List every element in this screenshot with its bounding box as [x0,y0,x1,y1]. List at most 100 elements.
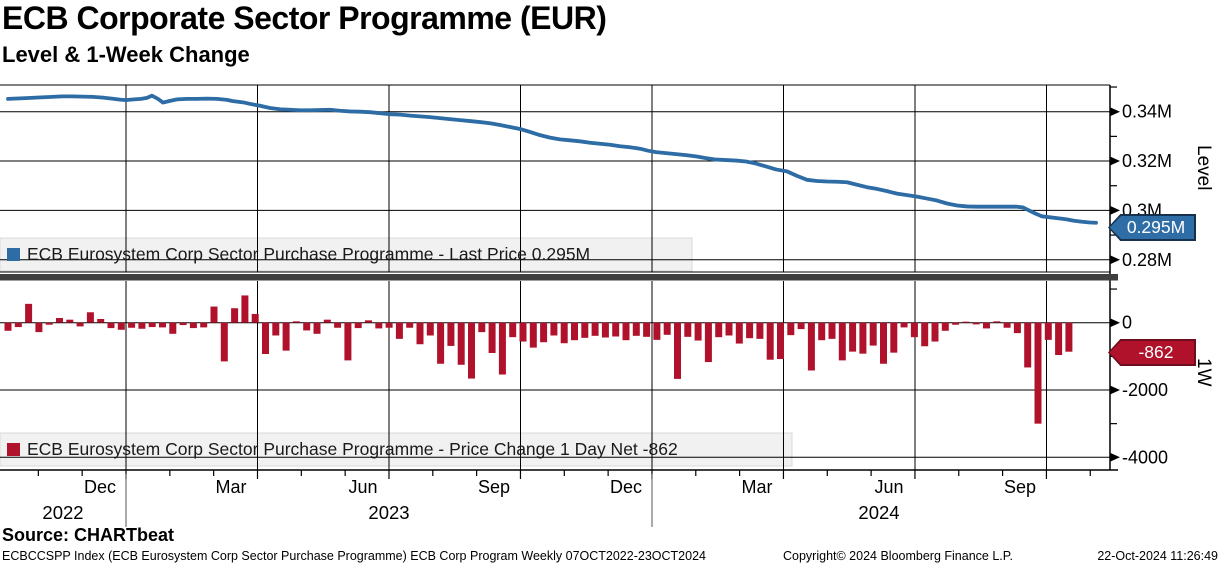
change-bar [14,322,22,328]
change-bar [921,322,929,347]
change-bar [581,322,589,338]
change-bar [25,303,33,323]
change-bar [704,322,712,363]
change-bar [406,322,414,328]
change-bar [756,322,764,339]
plot-frame [0,84,1118,471]
change-bar [931,322,939,342]
change-bar [632,322,640,336]
legend-level-bg [0,237,693,272]
change-bar [128,322,136,328]
change-bar [643,322,651,337]
y-tick-label: 0.34M [1122,102,1172,122]
change-bar [231,308,239,323]
change-bar [292,321,300,323]
change-bar [426,322,434,336]
change-bar [437,322,445,364]
change-bar [509,322,517,338]
change-bar [818,322,826,341]
change-bar [529,322,537,348]
change-series-swatch [7,443,20,456]
change-bar [993,321,1001,323]
year-label: 2024 [858,502,899,523]
y-tick-label: -4000 [1122,447,1168,467]
change-bar [766,322,774,360]
change-bar [97,318,105,323]
year-label: 2023 [368,502,409,523]
change-bar [612,322,620,337]
change-bar [777,322,784,360]
change-bar [910,322,918,338]
source-label: Source: CHARTbeat [2,525,175,545]
change-bar [4,322,12,331]
x-axis-ticks [37,470,1091,527]
change-bar [220,322,228,362]
change-bar [571,322,578,341]
change-bar [86,312,94,323]
change-bar [807,322,815,371]
year-label: 2022 [42,502,83,523]
change-bar [859,322,867,354]
page-subtitle: Level & 1-Week Change [2,42,250,67]
change-bar [498,322,506,375]
month-label: Mar [742,477,773,497]
change-bar [540,322,548,343]
horizontal-gridlines [0,111,1110,458]
change-bar [1044,322,1052,340]
month-label: Jun [874,477,903,497]
change-bar [251,313,259,323]
change-bar [35,322,43,333]
change-bar [395,322,403,339]
footer-index-info: ECBCCSPP Index (ECB Eurosystem Corp Sect… [2,549,706,563]
change-bar [674,322,681,379]
last-price-tag-value: 0.295M [1109,215,1195,240]
change-bar [262,322,269,354]
change-bar [869,322,877,346]
change-bar [591,322,599,336]
change-bar [828,322,836,339]
change-bar [344,322,352,361]
change-bar [1013,322,1021,334]
change-bar [385,322,393,328]
change-bar [900,322,908,328]
change-bar [1024,322,1032,368]
change-bar [890,322,898,353]
change-bar [601,322,609,338]
change-bar [1055,322,1063,356]
level-series-swatch [7,248,20,261]
change-bar [272,322,280,336]
change-bar [838,322,846,361]
month-label: Sep [1004,477,1036,497]
y-tick-label: -2000 [1122,380,1168,400]
change-bar [468,322,475,379]
change-bar [983,322,990,329]
y-tick-label: 0 [1122,313,1132,333]
change-bar [694,322,702,341]
page-title: ECB Corporate Sector Programme (EUR) [2,0,607,36]
change-bar [550,322,558,336]
change-bar [1065,322,1073,352]
change-bar [189,322,197,329]
y-tick-label: 0.28M [1122,250,1172,270]
footer-timestamp: 22-Oct-2024 11:26:49 [1097,549,1218,563]
change-bar [447,322,455,346]
change-bar [653,322,661,340]
change-bar [375,322,383,329]
change-bar [179,322,187,326]
change-bar [303,322,311,331]
change-bar [478,322,486,333]
legend-change-bg [0,432,793,467]
change-bar [159,322,166,328]
panel-separator [0,274,1118,281]
change-bar [282,322,290,351]
legend-level-label: ECB Eurosystem Corp Sector Purchase Prog… [27,244,591,264]
change-bar [76,322,84,327]
change-bar [787,322,795,336]
change-bar [746,322,754,339]
change-bar [148,322,156,328]
legend-change-label: ECB Eurosystem Corp Sector Purchase Prog… [27,439,678,459]
change-bar [365,320,372,323]
change-bar [457,322,465,365]
